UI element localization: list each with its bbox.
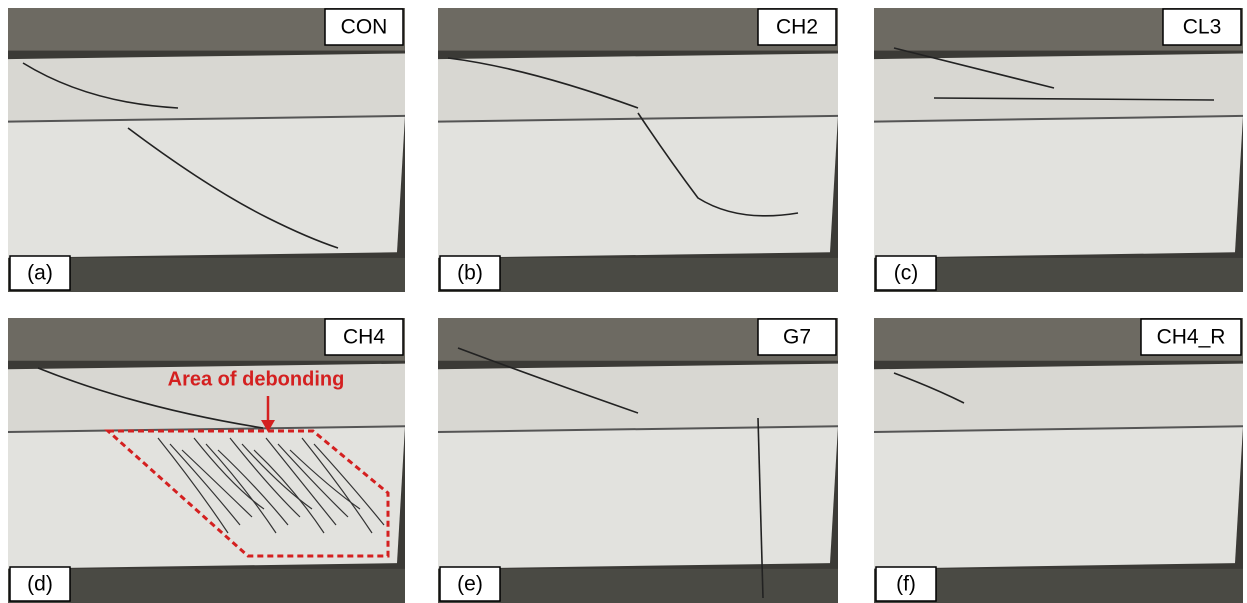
lower-beam xyxy=(438,426,838,569)
panel-label: (e) xyxy=(457,573,483,596)
panel: CL3 (c) xyxy=(874,8,1243,292)
lower-beam xyxy=(438,116,838,258)
lower-beam xyxy=(8,116,405,258)
panel: CON (a) xyxy=(8,8,405,292)
lower-beam xyxy=(874,426,1243,569)
panel: CH4_R (f) xyxy=(874,318,1243,603)
panel-label: (d) xyxy=(27,573,53,596)
panel-label: (f) xyxy=(896,573,916,596)
panel-tag: CH4 xyxy=(343,326,385,349)
panel-label: (a) xyxy=(27,262,53,285)
panel-tag: CL3 xyxy=(1183,16,1222,39)
upper-beam xyxy=(874,53,1243,121)
panel-label: (b) xyxy=(457,262,483,285)
panel: CH4 (d) Area of debonding xyxy=(8,318,405,603)
upper-beam xyxy=(874,364,1243,432)
annotation: Area of debonding xyxy=(168,368,345,390)
panel-tag: G7 xyxy=(783,326,811,349)
upper-beam xyxy=(438,364,838,432)
page: CON (a) CH2 (b) CL3 (c) CH4 (d) Area of debondin… xyxy=(0,0,1247,603)
lower-beam xyxy=(874,116,1243,258)
upper-beam xyxy=(8,53,405,121)
upper-beam xyxy=(438,53,838,121)
panel-tag: CH2 xyxy=(776,16,818,39)
figure: CON (a) CH2 (b) CL3 (c) CH4 (d) Area of debondin… xyxy=(0,0,1247,603)
panel: CH2 (b) xyxy=(438,8,838,292)
panel-tag: CH4_R xyxy=(1157,326,1226,349)
panel: G7 (e) xyxy=(438,318,838,603)
panel-tag: CON xyxy=(341,16,388,39)
panel-label: (c) xyxy=(894,262,919,285)
